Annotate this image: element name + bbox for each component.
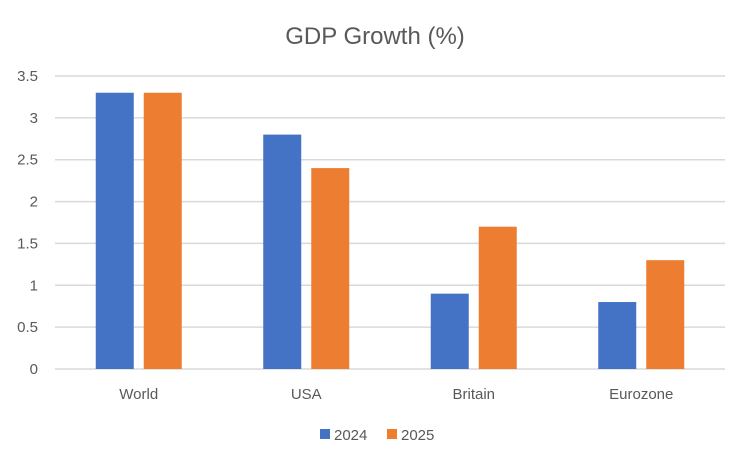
bar-usa-2025	[311, 168, 350, 369]
y-tick-label: 2	[30, 194, 38, 211]
bars	[95, 92, 685, 369]
y-tick-label: 3	[30, 110, 38, 127]
y-tick-label: 0	[30, 361, 38, 378]
bar-world-2024	[95, 92, 134, 369]
y-tick-label: 1.5	[17, 235, 38, 252]
x-category-label: Britain	[452, 386, 495, 403]
bar-world-2025	[143, 92, 182, 369]
y-tick-label: 3.5	[17, 68, 38, 85]
y-tick-label: 0.5	[17, 319, 38, 336]
x-category-label: USA	[291, 386, 322, 403]
x-axis-categories: World USA Britain Eurozone	[119, 386, 673, 403]
y-tick-label: 2.5	[17, 152, 38, 169]
x-category-label: Eurozone	[609, 386, 673, 403]
chart-title: GDP Growth (%)	[285, 23, 465, 50]
bar-eurozone-2024	[598, 302, 637, 369]
bar-usa-2024	[263, 134, 302, 369]
legend-label: 2024	[334, 427, 367, 444]
legend: 2024 2025	[320, 427, 434, 444]
bar-britain-2025	[478, 226, 517, 369]
x-category-label: World	[119, 386, 158, 403]
y-tick-label: 1	[30, 277, 38, 294]
bar-eurozone-2025	[646, 260, 685, 369]
legend-swatch-2025	[387, 429, 397, 439]
legend-label: 2025	[401, 427, 434, 444]
bar-britain-2024	[430, 293, 469, 369]
y-axis-ticks: 0 0.5 1 1.5 2 2.5 3 3.5	[17, 68, 38, 378]
legend-swatch-2024	[320, 429, 330, 439]
